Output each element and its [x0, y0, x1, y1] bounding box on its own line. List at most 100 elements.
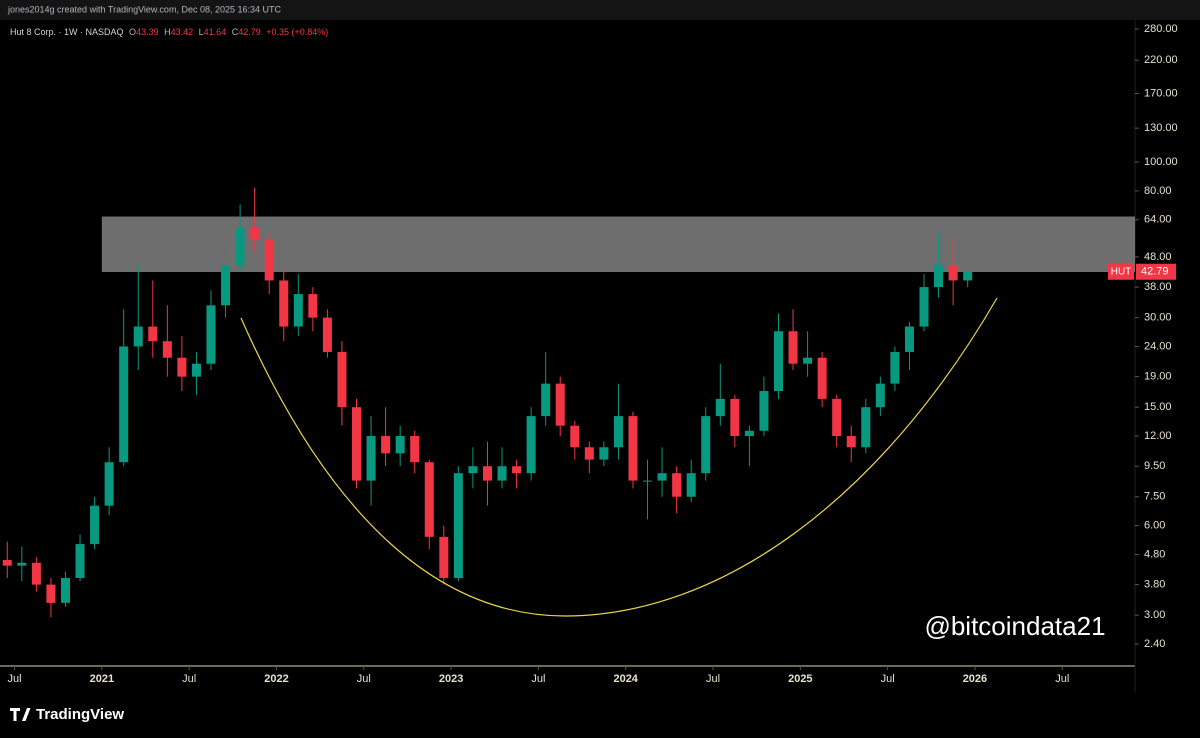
y-tick-label: 15.00: [1144, 401, 1172, 413]
candle-body: [890, 351, 900, 384]
y-tick-label: 170.00: [1144, 87, 1178, 99]
y-tick-label: 9.50: [1144, 460, 1165, 472]
y-tick-label: 3.80: [1144, 579, 1165, 591]
legend-label: L: [199, 27, 204, 37]
y-tick-label: 80.00: [1144, 185, 1172, 197]
candle-body: [584, 447, 594, 460]
candle-body: [919, 287, 929, 327]
candle-body: [148, 326, 158, 342]
candle-body: [657, 473, 667, 481]
candle-body: [643, 480, 653, 482]
x-tick-label: 2025: [788, 673, 812, 685]
candle-body: [541, 383, 551, 417]
x-tick-label: Jul: [531, 673, 545, 685]
last-price-box: [1136, 263, 1176, 280]
y-tick-label: 2.40: [1144, 638, 1165, 650]
candle-body: [482, 466, 492, 481]
last-price-symbol-box: [1108, 263, 1134, 280]
candle-body: [599, 447, 609, 460]
legend-value: 43.39: [136, 27, 159, 37]
candle-body: [90, 505, 100, 545]
y-tick-label: 30.00: [1144, 312, 1172, 324]
candle-body: [628, 416, 638, 481]
candle-body: [512, 466, 522, 474]
candle-body: [846, 436, 856, 448]
plot-area: [0, 20, 1135, 665]
candle-body: [410, 436, 420, 463]
header-bar: [0, 0, 1200, 20]
candle-body: [308, 294, 318, 318]
candle-body: [570, 425, 580, 448]
y-tick-label: 24.00: [1144, 340, 1172, 352]
candle-body: [803, 357, 813, 364]
legend-label: C: [232, 27, 239, 37]
y-tick-label: 4.80: [1144, 548, 1165, 560]
brand: TradingView: [10, 706, 124, 723]
candle-body: [46, 584, 56, 603]
candle-body: [337, 351, 347, 408]
y-tick-label: 38.00: [1144, 281, 1172, 293]
candle-body: [31, 562, 41, 585]
x-tick-label: 2022: [264, 673, 288, 685]
candle-body: [395, 436, 405, 454]
cup-curve: [240, 297, 998, 617]
candle-body: [322, 317, 332, 352]
candle-body: [861, 407, 871, 448]
legend-value: 43.42: [171, 27, 194, 37]
candle-body: [439, 536, 449, 578]
y-tick-label: 48.00: [1144, 251, 1172, 263]
candle-body: [250, 228, 260, 240]
candle-body: [686, 473, 696, 497]
candle-body: [366, 436, 376, 481]
y-tick-label: 3.00: [1144, 609, 1165, 621]
candle-body: [279, 280, 289, 327]
brand-text: TradingView: [36, 706, 124, 723]
candle-body: [2, 559, 12, 566]
candle-body: [934, 265, 944, 288]
candle-body: [832, 398, 842, 437]
x-tick-label: 2026: [963, 673, 987, 685]
legend-value: 41.64: [204, 27, 227, 37]
x-tick-label: Jul: [881, 673, 895, 685]
candle-body: [613, 416, 623, 448]
y-tick-label: 64.00: [1144, 214, 1172, 226]
x-tick-label: Jul: [8, 673, 22, 685]
y-tick-label: 7.50: [1144, 491, 1165, 503]
y-tick-label: 130.00: [1144, 122, 1178, 134]
y-tick-label: 6.00: [1144, 520, 1165, 532]
y-tick-label: 220.00: [1144, 54, 1178, 66]
candle-body: [759, 391, 769, 431]
candle-body: [235, 228, 245, 266]
y-tick-label: 100.00: [1144, 156, 1178, 168]
candle-body: [453, 473, 463, 578]
candle-body: [133, 326, 143, 347]
x-tick-label: Jul: [182, 673, 196, 685]
candle-body: [177, 357, 187, 377]
candle-body: [17, 562, 27, 566]
candle-body: [948, 265, 958, 281]
legend-title: Hut 8 Corp. · 1W · NASDAQ: [10, 27, 124, 37]
candle-body: [963, 271, 973, 281]
candle-body: [730, 398, 740, 437]
legend-change: +0.35 (+0.84%): [266, 27, 328, 37]
candle-body: [104, 462, 114, 506]
candle-body: [904, 326, 914, 352]
x-tick-label: Jul: [357, 673, 371, 685]
candle-body: [119, 346, 129, 463]
candle-body: [875, 383, 885, 408]
candle-body: [162, 341, 172, 358]
candle-body: [264, 239, 274, 281]
candle-body: [191, 363, 201, 377]
x-tick-label: 2021: [90, 673, 114, 685]
candle-body: [526, 416, 536, 474]
x-tick-label: 2023: [439, 673, 463, 685]
legend-value: 42.79: [238, 27, 261, 37]
y-tick-label: 12.00: [1144, 430, 1172, 442]
x-tick-label: Jul: [1055, 673, 1069, 685]
candle-body: [221, 265, 231, 306]
candle-body: [75, 544, 85, 578]
header-text: jones2014g created with TradingView.com,…: [7, 4, 281, 14]
candle-body: [381, 436, 391, 454]
candle-body: [206, 305, 216, 364]
